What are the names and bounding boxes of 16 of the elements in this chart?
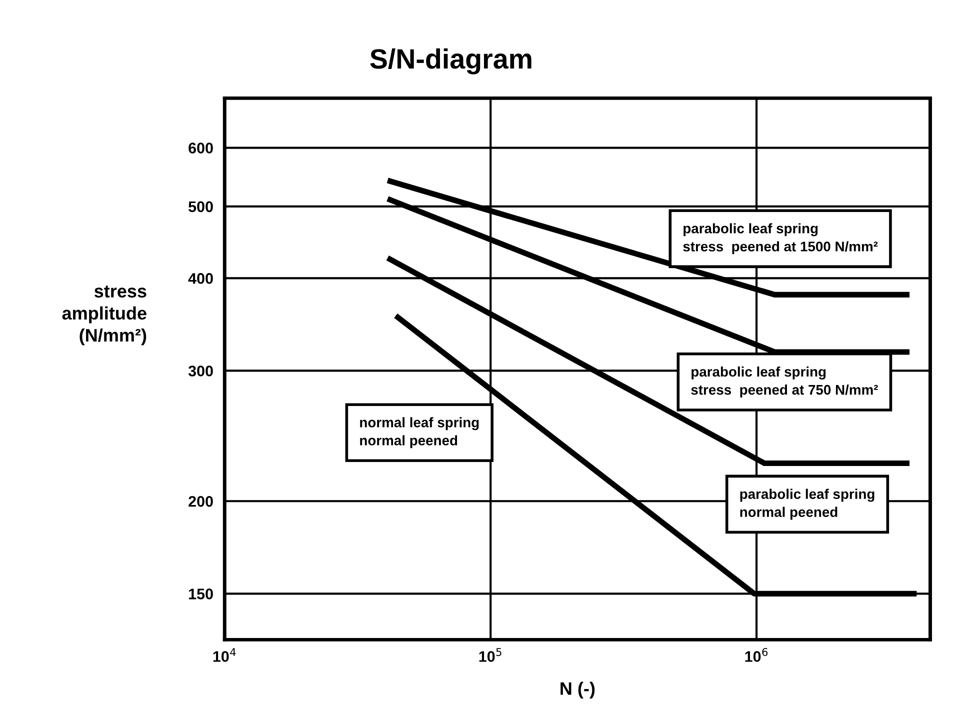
y-tick-label: 500	[188, 201, 213, 212]
x-tick-label: 10$^{6}$	[745, 648, 768, 662]
y-tick-label: 400	[188, 273, 213, 284]
text: normal leaf spring normal peened	[360, 417, 479, 448]
chart-title: S/N-diagram	[370, 48, 532, 74]
y-tick-label: 200	[188, 496, 213, 507]
series-label: parabolic leaf spring normal peened	[740, 488, 874, 520]
series-label: parabolic leaf spring stress peened at 1500 N/mm²	[683, 223, 878, 254]
y-tick-label: 600	[188, 142, 213, 154]
y-axis-title: stress amplitude (N/mm²)	[62, 286, 146, 346]
y-tick-label: 300	[188, 366, 213, 376]
x-axis-title: N (-)	[560, 682, 595, 699]
y-tick-label: 150	[189, 588, 213, 600]
x-tick-label: 10$^{4}$	[213, 648, 236, 662]
x-tick-label: 10$^{5}$	[479, 648, 502, 662]
series-label: parabolic leaf spring stress peened at 750 N/mm²	[691, 366, 878, 398]
